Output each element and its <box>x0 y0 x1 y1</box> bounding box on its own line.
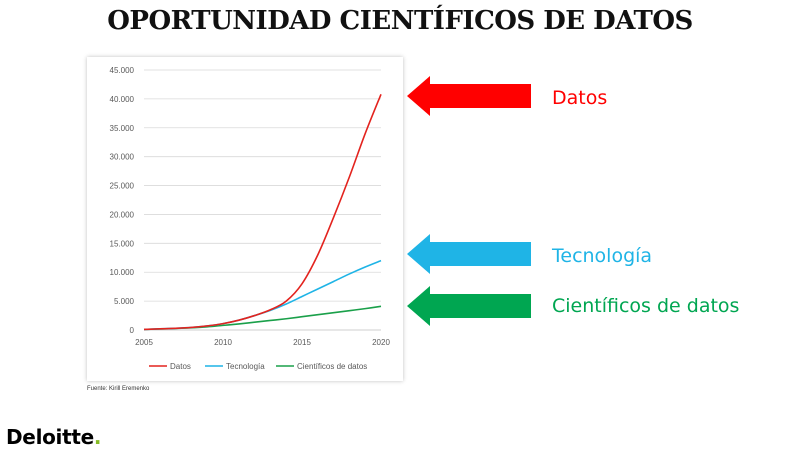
line-chart: 0 5.000 10.000 15.000 20.000 25.000 30.000 35.0… <box>110 66 391 371</box>
source-note: Fuente: Kirill Eremenko <box>87 386 150 392</box>
cientificos-arrow <box>407 286 533 326</box>
legend-label: Tecnología <box>226 362 265 371</box>
x-tick-label: 2005 <box>135 338 153 347</box>
y-tick-label: 0 <box>130 326 135 335</box>
y-tick-label: 30.000 <box>110 153 135 162</box>
x-tick-label: 2020 <box>372 338 390 347</box>
y-tick-label: 25.000 <box>110 182 135 191</box>
chart-panel: 0 5.000 10.000 15.000 20.000 25.000 30.000 35.0… <box>87 57 403 381</box>
legend-label: Científicos de datos <box>297 362 367 371</box>
tecnologia-arrow <box>407 234 533 274</box>
y-tick-label: 10.000 <box>110 268 135 277</box>
brand-name: Deloitte <box>6 425 94 449</box>
slide-title: OPORTUNIDAD CIENTÍFICOS DE DATOS <box>107 6 693 36</box>
series-line-tecnolog-a <box>143 259 382 331</box>
callout-label-datos: Datos <box>552 87 608 109</box>
left-arrow-icon <box>407 76 531 116</box>
series-line-datos <box>143 93 382 331</box>
deloitte-logo: Deloitte. <box>6 425 102 449</box>
y-tick-label: 20.000 <box>110 210 135 219</box>
series-line-cient-ficos-de-datos <box>143 305 382 331</box>
left-arrow-icon <box>407 286 531 326</box>
y-tick-label: 5.000 <box>114 297 135 306</box>
datos-arrow <box>407 76 533 116</box>
y-tick-label: 35.000 <box>110 124 135 133</box>
y-tick-label: 45.000 <box>110 66 135 75</box>
legend-label: Datos <box>170 362 191 371</box>
callout-label-cientificos: Científicos de datos <box>552 295 740 317</box>
brand-dot: . <box>93 425 102 449</box>
x-tick-label: 2010 <box>214 338 232 347</box>
x-tick-label: 2015 <box>293 338 311 347</box>
left-arrow-icon <box>407 234 531 274</box>
y-tick-label: 40.000 <box>110 95 135 104</box>
callout-label-tecnologia: Tecnología <box>552 245 653 267</box>
y-tick-label: 15.000 <box>110 239 135 248</box>
